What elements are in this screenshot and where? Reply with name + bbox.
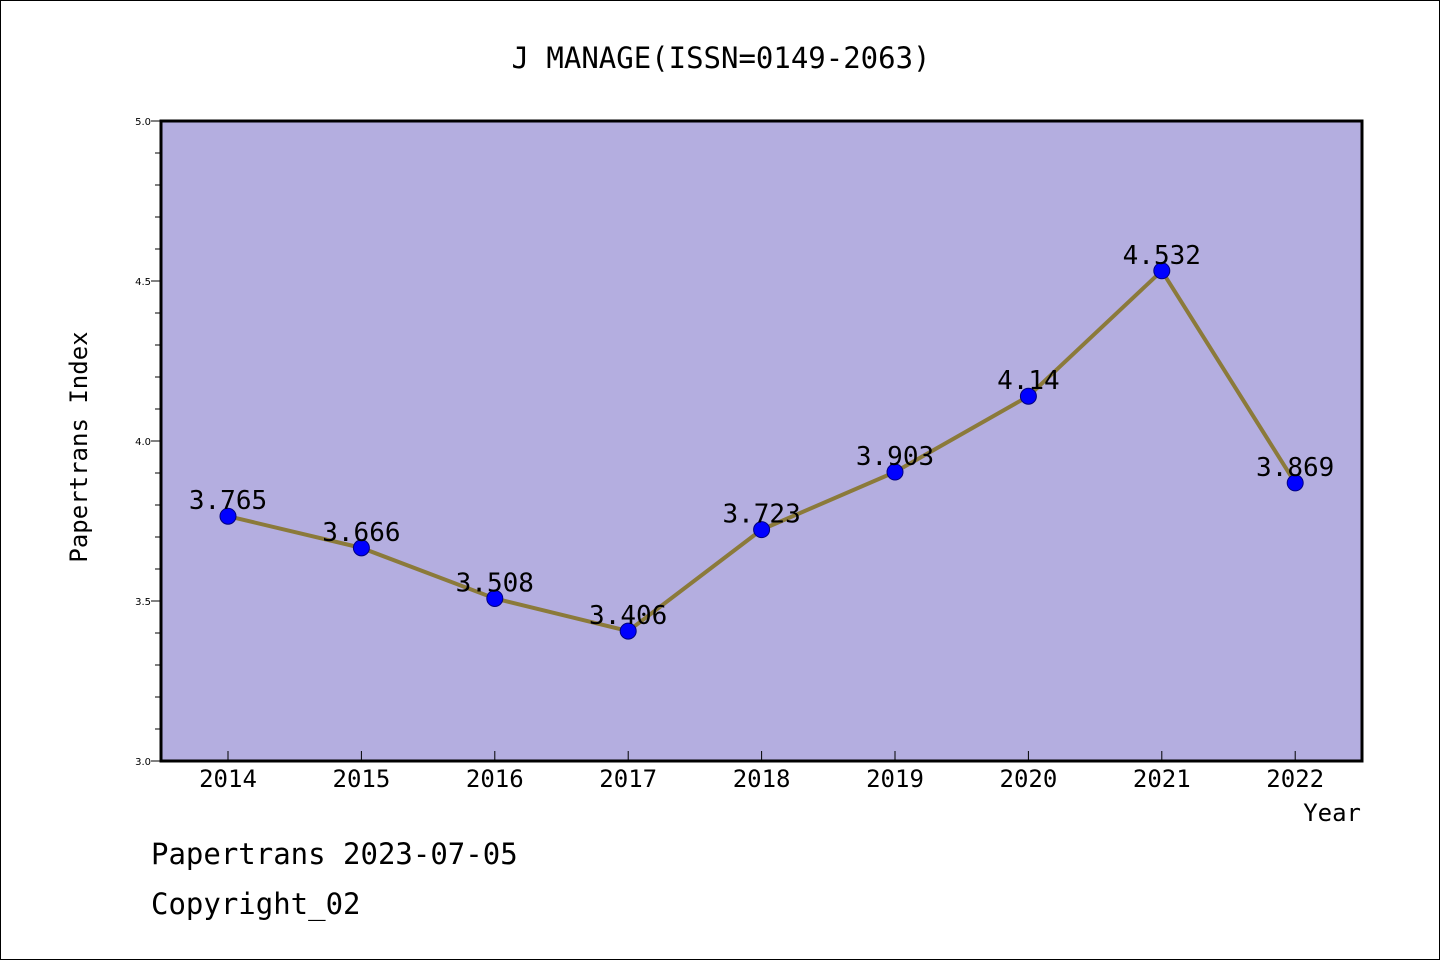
data-point-marker [1153,262,1171,280]
y-axis-title: Papertrans Index [65,331,93,562]
x-tick-label: 2020 [1000,765,1058,793]
x-tick-label: 2021 [1133,765,1191,793]
data-label: 3.765 [189,486,267,516]
plot-background [161,121,1362,761]
chart-title: J MANAGE(ISSN=0149-2063) [511,41,930,75]
y-tick-label: 3.0 [135,757,151,768]
data-label: 3.666 [322,518,400,548]
data-point-marker [219,507,237,525]
data-point-marker [486,589,504,607]
x-tick-label: 2015 [333,765,391,793]
data-label: 3.406 [589,601,667,631]
data-label: 3.508 [456,568,534,598]
axes: 3.0 3.5 4.0 4.5 5.0 2014 2015 2016 2017 2018 2019 2… [135,117,1364,793]
x-tick-label: 2018 [733,765,791,793]
data-point-marker [753,521,771,539]
data-point-marker [352,539,370,557]
footer-date-text: Papertrans 2023-07-05 [151,837,518,871]
y-tick-label: 3.5 [135,597,151,608]
plot-area [161,121,1362,761]
data-point-marker [1019,387,1037,405]
data-label: 3.723 [722,500,800,530]
y-tick-label: 4.5 [135,277,151,288]
y-tick-label: 4.0 [135,437,151,448]
y-tick-label: 5.0 [135,117,151,128]
data-label: 3.869 [1256,453,1334,483]
data-point-marker [1286,474,1304,492]
footer-copyright-text: Copyright_02 [151,887,361,921]
data-label: 3.903 [856,442,934,472]
data-label: 4.14 [997,366,1060,396]
data-point-marker [886,463,904,481]
series-line-group [219,262,1304,640]
x-tick-label: 2016 [466,765,524,793]
data-labels: 3.765 3.666 3.508 3.406 3.723 3.903 4.14 4.532 3… [189,241,1334,631]
data-label: 4.532 [1123,241,1201,271]
x-tick-label: 2014 [199,765,257,793]
x-tick-label: 2017 [599,765,657,793]
x-tick-label: 2022 [1266,765,1324,793]
data-point-marker [619,622,637,640]
x-axis-title: Year [1303,799,1361,827]
x-tick-label: 2019 [866,765,924,793]
